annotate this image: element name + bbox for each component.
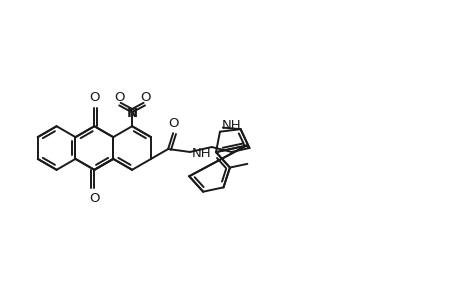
Text: O: O (114, 92, 124, 104)
Text: NH: NH (191, 148, 211, 160)
Text: O: O (140, 92, 150, 104)
Text: N: N (126, 107, 137, 120)
Text: O: O (89, 192, 100, 205)
Text: O: O (168, 117, 178, 130)
Text: NH: NH (221, 119, 241, 132)
Text: O: O (89, 92, 100, 104)
